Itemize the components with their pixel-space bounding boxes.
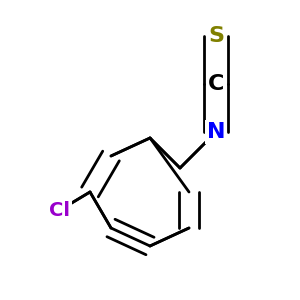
Text: Cl: Cl	[50, 200, 70, 220]
Text: C: C	[208, 74, 224, 94]
Text: Cl: Cl	[50, 200, 70, 220]
Text: N: N	[207, 122, 225, 142]
Text: S: S	[208, 26, 224, 46]
